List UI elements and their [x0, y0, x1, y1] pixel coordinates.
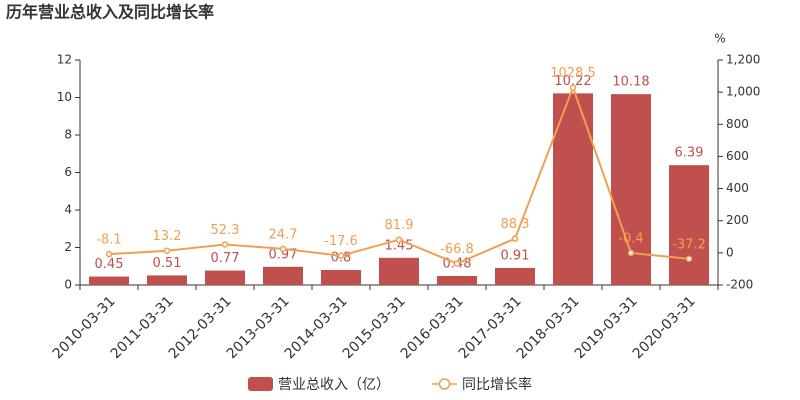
bar: [321, 270, 361, 285]
y-tick-label: 4: [64, 203, 72, 217]
line-value-label: 88.3: [501, 217, 530, 232]
bar-value-label: 0.77: [211, 251, 240, 266]
line-value-label: -37.2: [672, 237, 706, 252]
bar-value-label: 10.22: [554, 74, 591, 89]
line-value-label: 52.3: [211, 223, 240, 238]
bar: [147, 275, 187, 285]
bar: [495, 267, 535, 285]
bar: [669, 165, 709, 285]
line-point: [221, 241, 229, 248]
line-point: [337, 252, 345, 259]
line-point: [279, 245, 287, 253]
line-value-label: -66.8: [440, 242, 474, 257]
line-value-label: -8.1: [96, 233, 121, 248]
bar-value-label: 6.39: [675, 146, 704, 161]
line-value-label: -17.6: [324, 234, 358, 249]
y-tick-label: 0: [64, 278, 72, 292]
y2-tick-label: -200: [726, 278, 753, 292]
line-point: [627, 249, 635, 257]
line-point: [395, 236, 403, 243]
y2-tick-label: 800: [726, 117, 749, 131]
line-point: [511, 235, 519, 242]
x-tick-label: 2020-03-31: [630, 293, 699, 362]
legend-swatch: [248, 377, 273, 391]
line-point: [163, 247, 171, 254]
bar: [89, 276, 129, 285]
bar-value-label: 0.91: [501, 248, 530, 263]
y2-unit: %: [714, 32, 725, 46]
line-value-label: 13.2: [153, 229, 182, 244]
line-value-label: 1028.5: [550, 66, 596, 81]
line-value-label: -0.4: [618, 231, 643, 246]
y2-tick-label: 1,000: [726, 85, 760, 99]
bar: [437, 276, 477, 285]
y-tick-label: 6: [64, 165, 72, 179]
line-point: [105, 250, 113, 258]
line-point: [569, 84, 577, 91]
y2-tick-label: 400: [726, 181, 749, 195]
y2-tick-label: 200: [726, 213, 749, 227]
bar-value-label: 0.97: [269, 247, 298, 262]
line-point: [685, 255, 693, 263]
chart-title: 历年营业总收入及同比增长率: [6, 3, 214, 22]
bar-value-label: 10.18: [612, 75, 649, 90]
y2-tick-label: 0: [726, 245, 734, 259]
bar-value-label: 0.51: [153, 256, 182, 271]
y2-tick-label: 1,200: [726, 53, 760, 67]
bar: [205, 270, 245, 285]
y-tick-label: 12: [57, 53, 72, 67]
bar: [611, 94, 651, 285]
legend-marker: [438, 378, 451, 390]
line-point: [453, 260, 461, 267]
bar-value-label: 0.45: [95, 257, 124, 272]
bar: [379, 257, 419, 285]
legend-label: 营业总收入（亿）: [278, 377, 390, 393]
line-value-label: 24.7: [269, 227, 298, 242]
line-value-label: 81.9: [385, 218, 414, 233]
bar: [263, 266, 303, 285]
y2-tick-label: 600: [726, 149, 749, 163]
legend-label: 同比增长率: [462, 376, 532, 393]
y-tick-label: 10: [57, 90, 72, 104]
y-tick-label: 8: [64, 128, 72, 142]
y-tick-label: 2: [64, 240, 72, 254]
